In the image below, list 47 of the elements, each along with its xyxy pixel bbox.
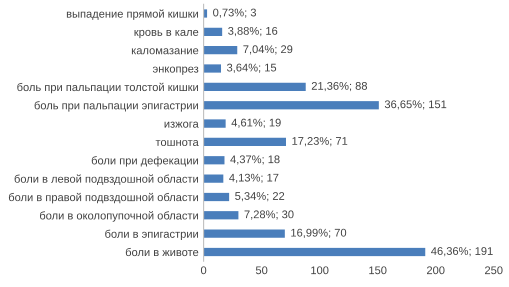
- y-tick-label: тошнота: [156, 140, 199, 146]
- data-label: 36,65%; 151: [384, 100, 446, 110]
- y-tick-label: изжога: [164, 122, 199, 128]
- data-label: 21,36%; 88: [312, 82, 368, 92]
- bar: [204, 230, 285, 238]
- data-label: 17,23%; 71: [292, 137, 348, 146]
- y-tick-label: боли в левой подвздошной области: [14, 174, 198, 185]
- x-tick-label: 0: [200, 266, 206, 274]
- data-label: 46,36%; 191: [431, 247, 493, 256]
- y-tick-label: каломазание: [132, 48, 198, 54]
- data-label: 4,37%; 18: [230, 155, 280, 165]
- data-label: 7,04%; 29: [243, 45, 292, 54]
- data-label: 3,88%; 16: [228, 26, 278, 36]
- x-tick-label: 150: [369, 266, 387, 274]
- bar: [204, 138, 286, 146]
- y-tick-label: кровь в кале: [134, 30, 198, 38]
- bar: [204, 174, 224, 183]
- x-tick-label: 100: [311, 266, 328, 274]
- data-label: 4,13%; 17: [229, 174, 278, 183]
- bar: [204, 64, 222, 73]
- bar: [204, 101, 379, 110]
- y-tick-label: боли в животе: [126, 248, 198, 256]
- data-label: 7,28%; 30: [244, 210, 294, 220]
- y-tick-label: боли в эпигастрии: [105, 230, 198, 240]
- x-tick-label: 200: [426, 266, 445, 274]
- bar: [204, 192, 230, 202]
- y-tick-label: боли в правой подвздошной области: [8, 192, 198, 204]
- bar: [204, 46, 238, 54]
- bar: [204, 248, 426, 256]
- bar: [204, 211, 238, 220]
- x-tick-label: 250: [485, 266, 503, 274]
- y-tick-label: выпадение прямой кишки: [66, 9, 198, 20]
- x-tick-label: 50: [256, 266, 268, 274]
- y-tick-label: боль при пальпации эпигастрии: [34, 101, 198, 112]
- y-tick-label: боли в околопупочной области: [40, 211, 198, 222]
- bar: [204, 82, 306, 91]
- y-tick-label: энкопрез: [152, 66, 198, 75]
- data-label: 16,99%; 70: [291, 228, 346, 238]
- bar: [204, 28, 222, 36]
- data-label: 3,64%; 15: [226, 64, 276, 73]
- y-tick-label: боли при дефекации: [92, 156, 198, 167]
- data-label: 4,61%; 19: [231, 118, 281, 128]
- data-label: 0,73%; 3: [213, 8, 256, 18]
- data-label: 5,34%; 22: [235, 192, 284, 202]
- bar: [204, 156, 224, 164]
- bar: [204, 119, 226, 128]
- y-tick-label: боль при пальпации толстой кишки: [17, 82, 198, 94]
